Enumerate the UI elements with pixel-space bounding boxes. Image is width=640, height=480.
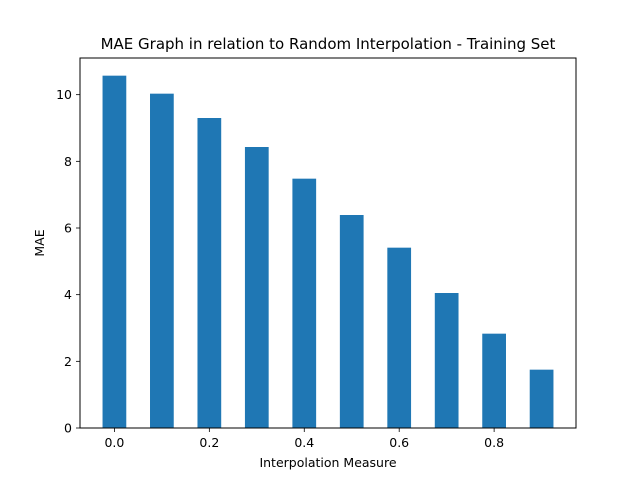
y-tick-label: 2	[64, 354, 72, 369]
x-tick-label: 0.8	[484, 435, 504, 450]
x-tick-label: 0.0	[104, 435, 124, 450]
x-axis-label: Interpolation Measure	[259, 455, 396, 470]
bar-2	[197, 118, 222, 428]
bar-9	[529, 369, 554, 428]
y-tick-label: 6	[64, 221, 72, 236]
bar-8	[482, 333, 506, 428]
bar-4	[292, 178, 317, 428]
x-tick-label: 0.4	[294, 435, 314, 450]
bar-6	[387, 247, 412, 428]
y-axis-label: MAE	[32, 229, 47, 256]
bar-0	[102, 75, 127, 429]
bar-5	[339, 215, 364, 428]
plot-area-frame	[79, 57, 577, 429]
y-axis-ticks: 0 2 4 6 8 10	[56, 87, 80, 436]
bar-1	[150, 93, 174, 429]
x-axis-ticks: 0.0 0.2 0.4 0.6 0.8	[104, 428, 504, 450]
bar-3	[244, 147, 269, 428]
x-tick-label: 0.2	[199, 435, 219, 450]
y-tick-label: 4	[64, 287, 72, 302]
bar-7	[434, 293, 459, 428]
y-tick-label: 8	[64, 154, 72, 169]
x-tick-label: 0.6	[389, 435, 409, 450]
y-tick-label: 10	[56, 87, 72, 102]
chart-title: MAE Graph in relation to Random Interpol…	[101, 35, 556, 53]
bars-group	[102, 75, 554, 429]
y-tick-label: 0	[64, 421, 72, 436]
